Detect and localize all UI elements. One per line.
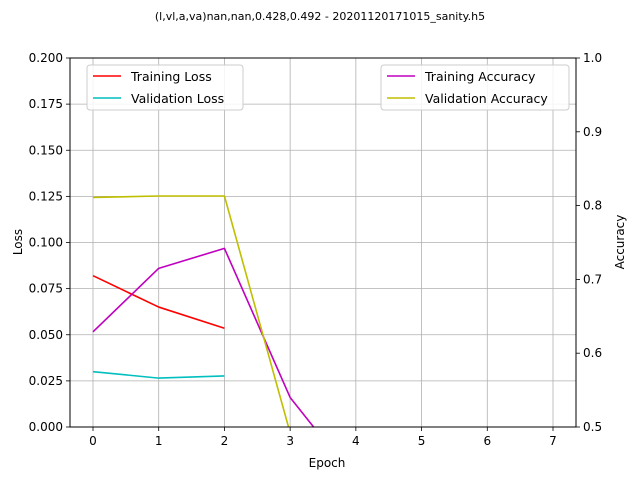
y-tick-label-left: 0.025 (29, 374, 63, 388)
y-tick-label-left: 0.050 (29, 328, 63, 342)
x-tick-label: 2 (221, 434, 229, 448)
legend-left: Training Loss Validation Loss (86, 64, 244, 111)
x-tick-label: 4 (352, 434, 360, 448)
x-tick-label: 6 (483, 434, 491, 448)
y-tick-label-right: 0.9 (583, 125, 602, 139)
y-axis-label-left: Loss (11, 229, 25, 255)
legend-label-training-accuracy: Training Accuracy (424, 69, 536, 84)
legend-right: Training Accuracy Validation Accuracy (380, 64, 570, 111)
y-tick-label-right: 0.6 (583, 346, 602, 360)
y-tick-label-left: 0.200 (29, 51, 63, 65)
x-tick-label: 3 (286, 434, 294, 448)
x-tick-label: 0 (89, 434, 97, 448)
y-tick-label-left: 0.125 (29, 189, 63, 203)
y-tick-label-left: 0.150 (29, 143, 63, 157)
legend-right-frame (380, 64, 570, 111)
legend-label-validation-loss: Validation Loss (131, 91, 224, 106)
y-axis-label-right: Accuracy (613, 215, 627, 270)
series-line-validation-accuracy (92, 195, 290, 427)
y-tick-label-left: 0.000 (29, 420, 63, 434)
x-tick-label: 5 (418, 434, 426, 448)
y-tick-label-right: 0.7 (583, 272, 602, 286)
series-line-training-accuracy (92, 247, 315, 427)
x-tick-label: 1 (155, 434, 163, 448)
legend-label-training-loss: Training Loss (130, 69, 212, 84)
y-tick-label-right: 0.8 (583, 199, 602, 213)
y-tick-label-right: 1.0 (583, 51, 602, 65)
series-line-training-loss (92, 274, 225, 330)
chart-title: (l,vl,a,va)nan,nan,0.428,0.492 - 2020112… (155, 10, 485, 23)
legend-label-validation-accuracy: Validation Accuracy (425, 91, 548, 106)
y-tick-label-left: 0.100 (29, 236, 63, 250)
series-line-validation-loss (92, 370, 225, 379)
legend-left-frame (86, 64, 244, 111)
x-tick-label: 7 (549, 434, 557, 448)
x-axis-label: Epoch (309, 456, 346, 470)
y-tick-label-left: 0.075 (29, 282, 63, 296)
y-tick-label-right: 0.5 (583, 420, 602, 434)
series-layer (92, 195, 315, 427)
ticks: 0 1 2 3 4 5 6 7 0.000 0.025 0.050 0.075 0.100 0.125 0.… (29, 51, 602, 448)
y-tick-label-left: 0.175 (29, 97, 63, 111)
